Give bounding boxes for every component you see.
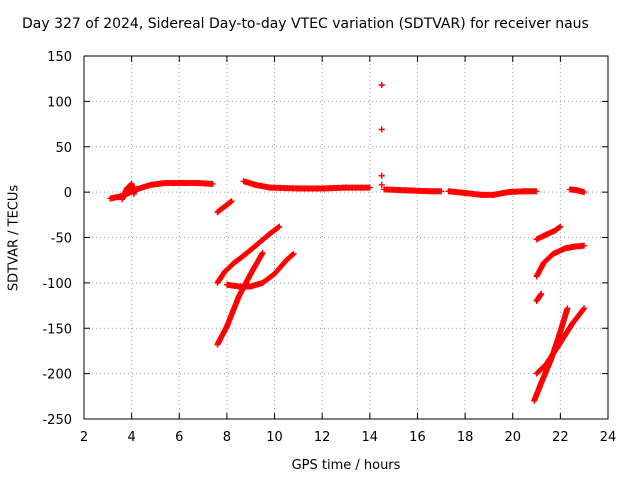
data-point <box>378 126 385 133</box>
y-tick-label: 0 <box>64 186 72 201</box>
y-tick-label: -150 <box>42 322 72 337</box>
data-point <box>131 190 138 197</box>
y-tick-label: -50 <box>51 232 72 247</box>
data-segment <box>214 198 235 216</box>
data-segment <box>119 180 138 203</box>
y-tick-label: 150 <box>47 50 72 65</box>
plot-frame <box>83 55 609 420</box>
data-segment <box>445 188 540 198</box>
x-tick-label: 8 <box>223 430 231 445</box>
data-point <box>378 172 385 179</box>
x-tick-label: 14 <box>362 430 379 445</box>
y-tick-label: -100 <box>42 277 72 292</box>
data-point <box>227 198 234 205</box>
data-point <box>276 223 283 230</box>
data-segment <box>533 242 588 280</box>
data-segment <box>107 180 216 202</box>
data-segment <box>533 223 564 243</box>
data-segment <box>378 181 385 188</box>
data-segment <box>214 249 266 348</box>
y-axis-label: SDTVAR / TECUs <box>6 184 22 292</box>
data-segment <box>566 186 588 196</box>
data-segment <box>378 82 385 89</box>
data-point <box>228 198 235 205</box>
data-point <box>259 249 266 256</box>
data-point <box>209 180 216 187</box>
data-point <box>378 181 385 188</box>
data-point <box>538 290 545 297</box>
data-segment <box>214 223 283 286</box>
data-point <box>580 306 587 313</box>
x-axis-label: GPS time / hours <box>291 458 401 473</box>
y-tick-label: -250 <box>42 413 72 428</box>
data-point <box>533 188 540 195</box>
x-tick-label: 4 <box>127 430 135 445</box>
data-point <box>290 250 297 257</box>
data-point <box>557 223 564 230</box>
data-point <box>366 184 373 191</box>
data-point <box>556 224 563 231</box>
data-segment <box>381 186 445 195</box>
data-segment <box>240 178 373 192</box>
data-point <box>581 305 588 312</box>
y-tick-label: 100 <box>47 95 72 110</box>
x-tick-label: 16 <box>409 430 426 445</box>
x-tick-label: 22 <box>552 430 569 445</box>
x-tick-label: 20 <box>504 430 521 445</box>
data-segment <box>533 305 588 377</box>
x-tick-label: 10 <box>266 430 283 445</box>
data-point <box>378 82 385 89</box>
data-point <box>275 224 282 231</box>
data-point <box>564 305 571 312</box>
data-segment <box>378 172 385 179</box>
data-point <box>438 188 445 195</box>
y-tick-label: 50 <box>55 141 72 156</box>
data-point <box>289 251 296 258</box>
y-tick-label: -200 <box>42 368 72 383</box>
x-tick-label: 6 <box>175 430 183 445</box>
data-segment <box>378 126 385 133</box>
chart-title: Day 327 of 2024, Sidereal Day-to-day VTE… <box>22 16 589 32</box>
data-segment <box>533 290 545 305</box>
x-tick-label: 12 <box>314 430 331 445</box>
data-point <box>581 189 588 196</box>
x-tick-label: 18 <box>457 430 474 445</box>
x-tick-label: 24 <box>600 430 617 445</box>
data-point <box>581 242 588 249</box>
x-tick-label: 2 <box>80 430 88 445</box>
